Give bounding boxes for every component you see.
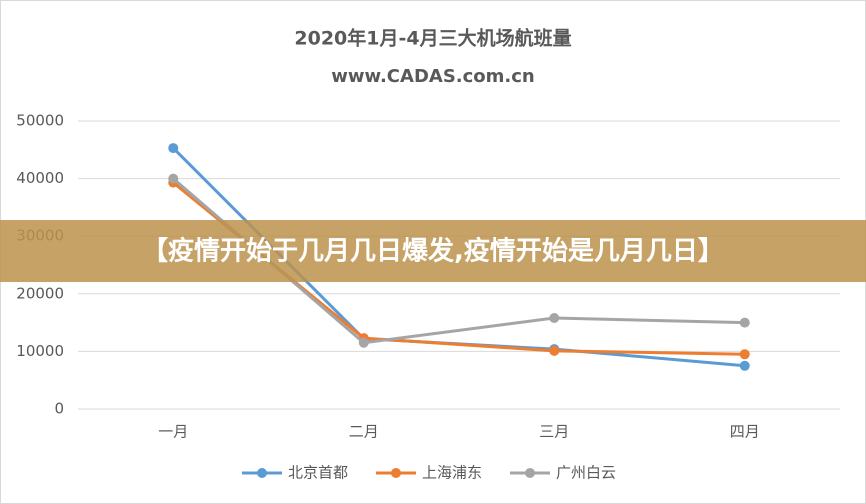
legend-marker [525, 468, 535, 478]
y-tick-label: 10000 [16, 342, 64, 360]
data-point [549, 312, 560, 323]
legend-label: 上海浦东 [422, 464, 482, 482]
data-point [168, 143, 179, 154]
data-point [358, 337, 369, 348]
chart-title: 2020年1月-4月三大机场航班量 [294, 27, 571, 50]
x-tick-label: 四月 [730, 423, 760, 441]
x-tick-label: 二月 [349, 423, 379, 441]
x-tick-label: 三月 [539, 423, 569, 441]
y-tick-label: 50000 [16, 112, 64, 130]
x-tick-label: 一月 [158, 423, 188, 441]
y-tick-label: 20000 [16, 284, 64, 302]
data-point [739, 360, 750, 371]
legend-label: 北京首都 [288, 464, 348, 482]
data-point [168, 173, 179, 184]
legend-marker [391, 468, 401, 478]
data-point [549, 345, 560, 356]
y-tick-label: 0 [54, 400, 64, 418]
y-tick-label: 40000 [16, 169, 64, 187]
data-point [739, 349, 750, 360]
legend-marker [257, 468, 267, 478]
banner [0, 220, 866, 282]
chart-subtitle: www.CADAS.com.cn [331, 66, 535, 87]
data-point [739, 317, 750, 328]
banner-text: 【疫情开始于几月几日爆发,疫情开始是几月几日】 [142, 236, 724, 267]
legend-label: 广州白云 [556, 464, 616, 482]
